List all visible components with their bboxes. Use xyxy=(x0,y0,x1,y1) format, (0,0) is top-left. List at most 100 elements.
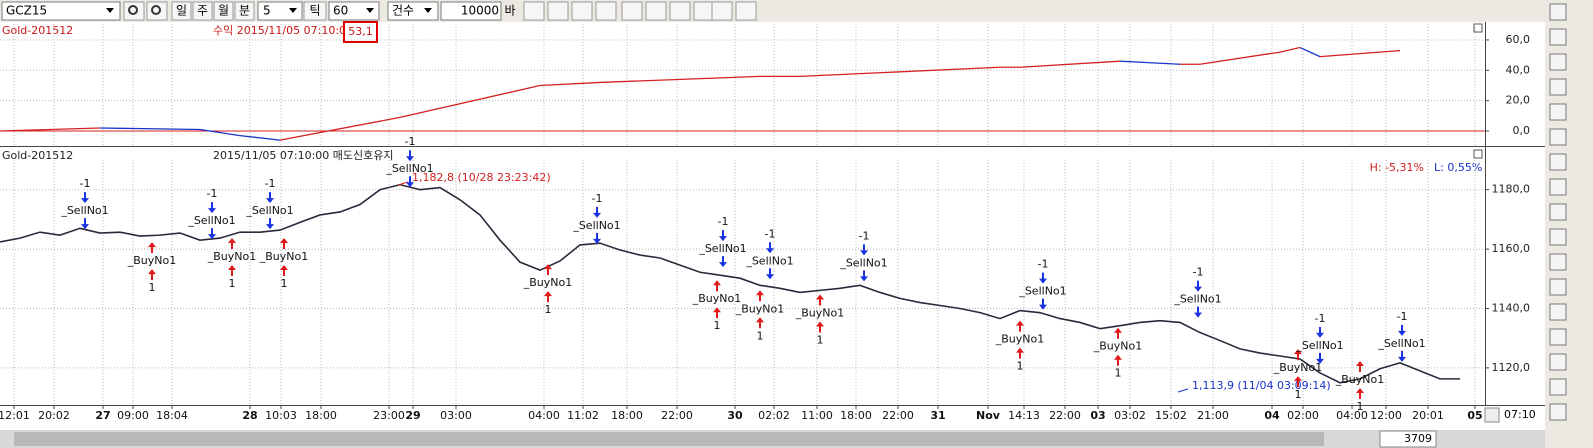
sidebar-button[interactable] xyxy=(1549,303,1567,321)
scroll-thumb[interactable] xyxy=(14,432,1324,446)
sidebar-button[interactable] xyxy=(1549,253,1567,271)
count-input[interactable] xyxy=(440,1,502,21)
search-button[interactable] xyxy=(123,1,145,21)
tool-button[interactable] xyxy=(595,1,617,21)
annotation-arrow xyxy=(1177,388,1189,393)
signal-arrow xyxy=(1398,324,1406,336)
signal-arrow xyxy=(280,265,288,277)
signal-arrow xyxy=(280,238,288,250)
signal-arrow xyxy=(1294,376,1302,388)
y-tick-label: 1180,0 xyxy=(1492,183,1531,196)
signal-label: _SellNo1 xyxy=(839,256,887,269)
equity-segment xyxy=(399,84,541,119)
signal-arrow xyxy=(228,265,236,277)
x-tick-label: 22:00 xyxy=(661,409,693,422)
signal-arrow xyxy=(766,242,774,254)
tool-button[interactable] xyxy=(523,1,545,21)
signal-qty: -1 xyxy=(1315,312,1326,325)
y-tick-label: 1120,0 xyxy=(1492,361,1531,374)
period-button[interactable] xyxy=(192,1,213,21)
tool-button[interactable] xyxy=(571,1,593,21)
signal-qty: -1 xyxy=(765,227,776,240)
sidebar-button[interactable] xyxy=(1549,278,1567,296)
tool-button[interactable] xyxy=(693,1,715,21)
period-label: 월 xyxy=(218,4,229,18)
sidebar-button[interactable] xyxy=(1549,178,1567,196)
tool-button[interactable] xyxy=(735,1,757,21)
signal-label: _SellNo1 xyxy=(1377,337,1425,350)
equity-segment xyxy=(279,116,401,141)
sidebar-button[interactable] xyxy=(1549,53,1567,71)
tool-button[interactable] xyxy=(645,1,667,21)
signal-qty: -1 xyxy=(1397,310,1408,323)
sidebar-button[interactable] xyxy=(1549,353,1567,371)
signal-qty: 1 xyxy=(229,277,236,290)
y-tick-label: 1140,0 xyxy=(1492,301,1531,314)
signal-arrow xyxy=(81,192,89,204)
panel-name: Gold-201512 xyxy=(2,24,73,37)
signal-label: _BuyNo1 xyxy=(692,292,742,305)
sidebar-button[interactable] xyxy=(1549,78,1567,96)
signal-arrow xyxy=(1356,387,1364,399)
signal-arrow xyxy=(719,230,727,242)
sidebar-button[interactable] xyxy=(1549,378,1567,396)
x-tick-label: 02:02 xyxy=(758,409,790,422)
signal-label: _BuyNo1 xyxy=(207,250,257,263)
signal-label: _BuyNo1 xyxy=(127,254,177,267)
tick-label: 틱 xyxy=(309,4,320,18)
x-tick-label: 23:00 xyxy=(373,409,405,422)
tool-button[interactable] xyxy=(547,1,569,21)
symbol: GCZ15 xyxy=(6,4,47,18)
y-tick-label: 20,0 xyxy=(1506,94,1531,107)
signal-arrow xyxy=(266,192,274,204)
sidebar-button[interactable] xyxy=(1549,153,1567,171)
tool-button[interactable] xyxy=(621,1,643,21)
search-clear-button[interactable] xyxy=(146,1,168,21)
period-button[interactable] xyxy=(234,1,255,21)
equity-segment xyxy=(1279,46,1301,53)
sidebar-button[interactable] xyxy=(1549,28,1567,46)
x-tick-label: 27 xyxy=(95,409,110,422)
sidebar-button[interactable] xyxy=(1549,128,1567,146)
equity-segment xyxy=(599,75,761,84)
sidebar-button[interactable] xyxy=(1549,3,1567,21)
equity-segment xyxy=(0,127,101,132)
signal-label: _SellNo1 xyxy=(572,219,620,232)
zoom-button[interactable] xyxy=(1484,407,1500,423)
signal-arrow xyxy=(1194,280,1202,292)
tool-button[interactable] xyxy=(711,1,733,21)
sidebar-button[interactable] xyxy=(1549,228,1567,246)
sidebar-button[interactable] xyxy=(1549,103,1567,121)
period-button[interactable] xyxy=(213,1,234,21)
signal-arrow xyxy=(766,268,774,280)
period-button[interactable] xyxy=(171,1,192,21)
signal-arrow xyxy=(544,291,552,303)
bar-label: 바 xyxy=(504,4,515,18)
sidebar-button[interactable] xyxy=(1549,203,1567,221)
signal-label: _SellNo1 xyxy=(385,162,433,175)
symbol-box[interactable] xyxy=(1,1,121,21)
position-value: 3709 xyxy=(1404,432,1432,445)
sidebar-button[interactable] xyxy=(1549,328,1567,346)
tick-button[interactable] xyxy=(303,1,327,21)
period-box[interactable] xyxy=(257,1,303,21)
signal-qty: 1 xyxy=(149,281,156,294)
signal-arrow xyxy=(148,269,156,281)
signal-arrow xyxy=(1114,327,1122,339)
signal-label: _SellNo1 xyxy=(698,242,746,255)
tool-icons xyxy=(523,1,757,21)
signal-qty: 1 xyxy=(1357,400,1364,413)
sidebar-button[interactable] xyxy=(1549,403,1567,421)
signal-label: _SellNo1 xyxy=(1018,285,1066,298)
tool-button[interactable] xyxy=(669,1,691,21)
panel-button[interactable] xyxy=(1473,23,1483,33)
equity-segment xyxy=(1299,46,1321,58)
x-tick-label: 09:00 xyxy=(117,409,149,422)
signal-qty: -1 xyxy=(207,187,218,200)
signal-qty: 1 xyxy=(545,303,552,316)
panel-button[interactable] xyxy=(1473,149,1483,159)
tick-box[interactable] xyxy=(328,1,380,21)
count-box[interactable] xyxy=(387,1,439,21)
signal-qty: 1 xyxy=(817,333,824,346)
signal-qty: 1 xyxy=(1115,367,1122,380)
